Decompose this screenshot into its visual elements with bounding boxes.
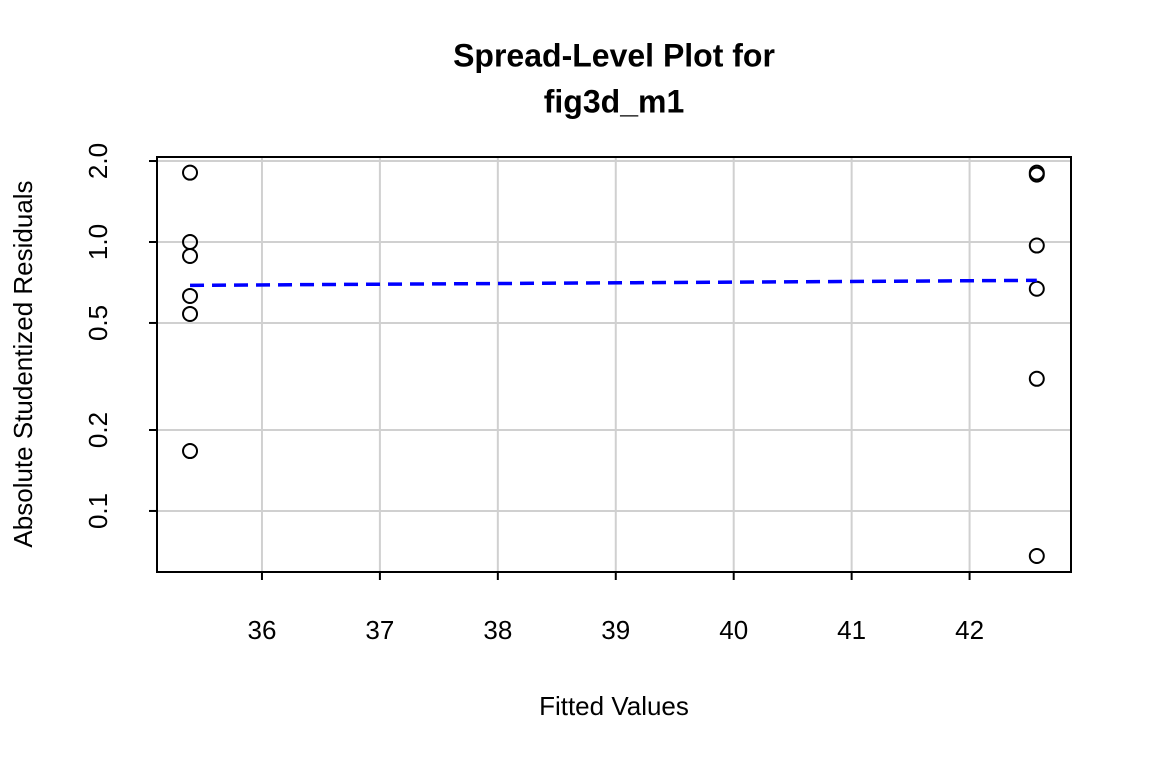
point bbox=[182, 164, 199, 181]
point bbox=[182, 287, 199, 304]
point bbox=[182, 247, 199, 264]
plot-frame bbox=[156, 156, 1072, 573]
x-tick-label: 42 bbox=[955, 615, 984, 645]
x-tick-label: 40 bbox=[719, 615, 748, 645]
x-tick-label: 41 bbox=[837, 615, 866, 645]
x-tick-label: 39 bbox=[601, 615, 630, 645]
x-tick-label: 38 bbox=[483, 615, 512, 645]
point bbox=[182, 305, 199, 322]
point bbox=[1028, 166, 1045, 183]
point bbox=[182, 443, 199, 460]
fit-line bbox=[190, 278, 1037, 288]
y-tick-label: 2.0 bbox=[83, 143, 113, 179]
chart-title: fig3d_m1 bbox=[544, 83, 684, 119]
x-tick-label: 36 bbox=[248, 615, 277, 645]
chart-title: Spread-Level Plot for bbox=[453, 37, 775, 73]
x-axis-label: Fitted Values bbox=[539, 691, 689, 721]
point bbox=[1028, 237, 1045, 254]
y-tick-label: 1.0 bbox=[83, 224, 113, 260]
point bbox=[1028, 548, 1045, 565]
y-tick-label: 0.2 bbox=[83, 412, 113, 448]
x-tick-label: 37 bbox=[365, 615, 394, 645]
y-tick-label: 0.1 bbox=[83, 493, 113, 529]
point bbox=[1028, 370, 1045, 387]
y-axis-label: Absolute Studentized Residuals bbox=[8, 180, 38, 547]
y-tick-label: 0.5 bbox=[83, 305, 113, 341]
